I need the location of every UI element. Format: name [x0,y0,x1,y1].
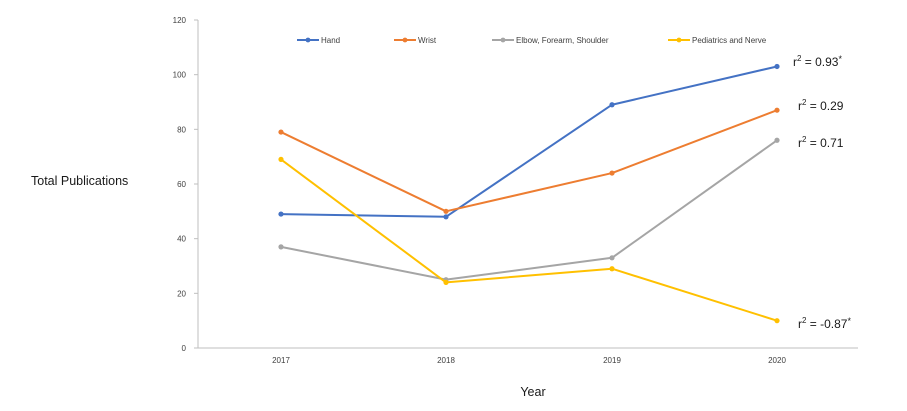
axes: 0 20 40 60 80 100 120 2017 2018 2019 2020 [173,16,858,365]
series-line-pediatrics-and-nerve [280,158,778,322]
data-point [443,214,449,220]
series-line-elbow-forearm-shoulder [280,139,778,281]
data-point [278,129,284,135]
legend-marker [402,37,408,43]
data-point [443,208,449,214]
legend-marker [500,37,506,43]
legend-label: Wrist [418,36,437,45]
legend-marker [676,37,682,43]
data-point [278,211,284,217]
data-point [278,156,284,162]
y-tick-label: 120 [173,16,187,25]
x-axis-title: Year [520,385,545,399]
series-pediatrics-and-nerve [278,156,780,324]
data-point [609,170,615,176]
series-elbow-forearm-shoulder [278,137,780,283]
y-tick-label: 80 [177,125,186,134]
legend-marker [305,37,311,43]
r-squared-annotations: r2 = 0.93* r2 = 0.29 r2 = 0.71 r2 = -0.87* [793,54,851,331]
legend-item-wrist: Wrist [394,36,437,45]
y-axis-title: Total Publications [31,174,128,188]
r-squared-label-pediatrics-and-nerve: r2 = -0.87* [798,316,851,331]
series-wrist [278,107,780,214]
x-tick-label: 2020 [768,356,786,365]
series-line-hand [280,65,778,218]
y-tick-label: 60 [177,180,186,189]
legend-item-hand: Hand [297,36,340,45]
r-squared-label-wrist: r2 = 0.29 [798,98,844,113]
data-point [774,318,780,324]
legend-label: Elbow, Forearm, Shoulder [516,36,609,45]
r-squared-label-hand: r2 = 0.93* [793,54,842,69]
data-point [774,63,780,70]
data-point [609,102,615,108]
x-tick-label: 2018 [437,356,455,365]
r-squared-label-elbow-forearm-shoulder: r2 = 0.71 [798,135,844,150]
y-tick-label: 100 [173,71,187,80]
data-point [774,107,780,113]
data-point [609,266,615,272]
legend-item-elbow-forearm-shoulder: Elbow, Forearm, Shoulder [492,36,609,45]
series-line-wrist [280,109,778,213]
legend: Hand Wrist Elbow, Forearm, Shoulder Pediatr… [297,36,767,45]
legend-item-pediatrics-and-nerve: Pediatrics and Nerve [668,36,767,45]
data-point [443,279,449,285]
series-lines [278,63,780,324]
legend-label: Hand [321,36,340,45]
y-tick-label: 0 [182,344,187,353]
y-tick-label: 20 [177,289,186,298]
y-tick-label: 40 [177,235,186,244]
data-point [609,255,615,261]
x-tick-label: 2019 [603,356,621,365]
data-point [774,137,780,143]
x-tick-label: 2017 [272,356,290,365]
series-hand [278,63,780,220]
data-point [278,244,284,250]
legend-label: Pediatrics and Nerve [692,36,767,45]
